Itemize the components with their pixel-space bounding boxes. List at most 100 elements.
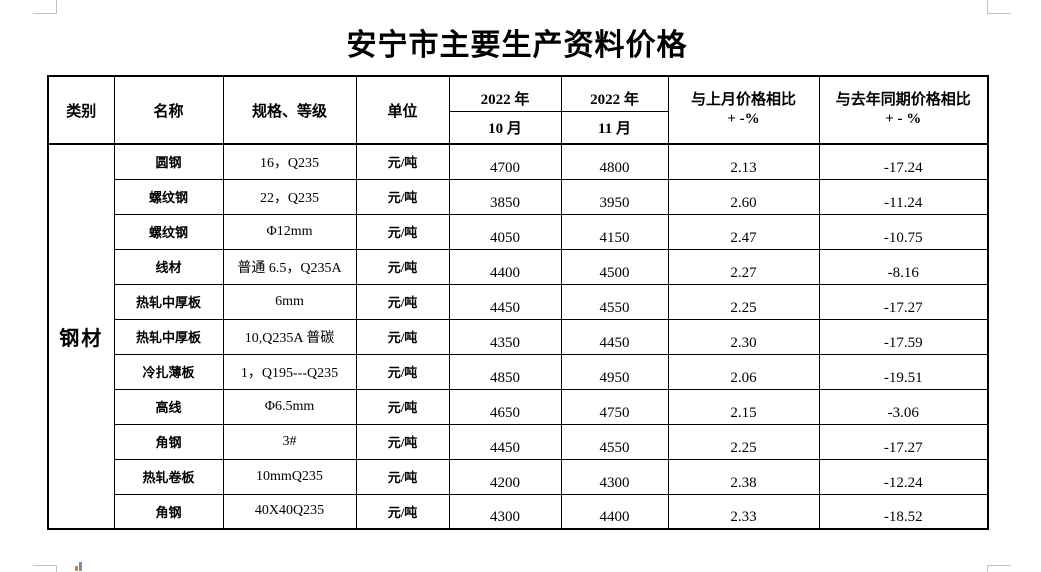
oct-cell: 4200 (448, 458, 562, 495)
table-row: 热轧卷板 10mmQ235 元/吨 4200 4300 2.38 -12.24 (48, 458, 989, 495)
table-row: 热轧中厚板 6mm 元/吨 4450 4550 2.25 -17.27 (48, 283, 989, 320)
header-month-over-month: 与上月价格相比 + -% (667, 75, 820, 145)
partial-bottom-glyph-orange (75, 566, 78, 571)
yoy-cell: -8.16 (818, 248, 989, 285)
name-cell: 圆钢 (113, 143, 224, 180)
name-cell: 螺纹钢 (113, 213, 224, 250)
nov-cell: 4550 (560, 283, 669, 320)
table-row: 螺纹钢 Φ12mm 元/吨 4050 4150 2.47 -10.75 (48, 213, 989, 250)
oct-cell: 4300 (448, 493, 562, 530)
spec-cell: 10,Q235A 普碳 (222, 318, 357, 355)
nov-cell: 4150 (560, 213, 669, 250)
page-title: 安宁市主要生产资料价格 (346, 29, 688, 62)
nov-cell: 3950 (560, 178, 669, 215)
mom-cell: 2.60 (667, 178, 820, 215)
oct-cell: 4450 (448, 283, 562, 320)
header-october-month: 10 月 (448, 110, 562, 145)
oct-cell: 4450 (448, 423, 562, 460)
name-cell: 角钢 (113, 423, 224, 460)
oct-cell: 4050 (448, 213, 562, 250)
spec-cell: 6mm (222, 283, 357, 320)
spec-cell: 40X40Q235 (222, 493, 357, 530)
header-year-over-year: 与去年同期价格相比 + - % (818, 75, 989, 145)
name-cell: 热轧卷板 (113, 458, 224, 495)
oct-cell: 4350 (448, 318, 562, 355)
unit-cell: 元/吨 (355, 388, 450, 425)
mom-cell: 2.15 (667, 388, 820, 425)
table-row: 钢材 圆钢 16，Q235 元/吨 4700 4800 2.13 -17.24 (47, 143, 989, 530)
yoy-cell: -10.75 (818, 213, 989, 250)
spec-cell: 1，Q195---Q235 (222, 353, 357, 390)
yoy-cell: -17.24 (818, 143, 989, 180)
price-table: 类别 名称 规格、等级 单位 2022 年 2022 年 与上月价格相比 + -… (47, 75, 989, 530)
unit-cell: 元/吨 (355, 458, 450, 495)
oct-cell: 4700 (448, 143, 562, 180)
partial-bottom-glyph-blue (79, 562, 82, 571)
header-row-2: 10 月 11 月 (48, 110, 988, 145)
name-cell: 螺纹钢 (113, 178, 224, 215)
header-row-1: 类别 名称 规格、等级 单位 2022 年 2022 年 与上月价格相比 + -… (47, 75, 989, 145)
nov-cell: 4300 (560, 458, 669, 495)
header-year-over-year-label: 与去年同期价格相比 (835, 92, 971, 108)
mom-cell: 2.38 (667, 458, 820, 495)
yoy-cell: -17.27 (818, 423, 989, 460)
oct-cell: 4650 (448, 388, 562, 425)
text-boundary-mark-top-right (987, 0, 1011, 14)
name-cell: 热轧中厚板 (113, 318, 224, 355)
price-table-header: 类别 名称 规格、等级 单位 2022 年 2022 年 与上月价格相比 + -… (47, 75, 989, 145)
nov-cell: 4500 (560, 248, 669, 285)
yoy-cell: -18.52 (818, 493, 989, 530)
nov-cell: 4950 (560, 353, 669, 390)
spec-cell: Φ6.5mm (222, 388, 357, 425)
mom-cell: 2.27 (667, 248, 820, 285)
name-cell: 高线 (113, 388, 224, 425)
mom-cell: 2.13 (667, 143, 820, 180)
header-unit: 单位 (355, 75, 450, 145)
header-november-month: 11 月 (560, 110, 669, 145)
text-boundary-mark-bottom-left (33, 565, 57, 572)
oct-cell: 3850 (448, 178, 562, 215)
name-cell: 角钢 (113, 493, 224, 530)
table-row: 冷扎薄板 1，Q195---Q235 元/吨 4850 4950 2.06 -19.51 (48, 353, 989, 390)
nov-cell: 4550 (560, 423, 669, 460)
nov-cell: 4750 (560, 388, 669, 425)
name-cell: 冷扎薄板 (113, 353, 224, 390)
table-row: 角钢 40X40Q235 元/吨 4300 4400 2.33 -18.52 (48, 493, 989, 530)
nov-cell: 4450 (560, 318, 669, 355)
table-row: 角钢 3# 元/吨 4450 4550 2.25 -17.27 (48, 423, 989, 460)
header-november-year: 2022 年 (560, 75, 669, 112)
unit-cell: 元/吨 (355, 423, 450, 460)
yoy-cell: -3.06 (818, 388, 989, 425)
mom-cell: 2.25 (667, 423, 820, 460)
unit-cell: 元/吨 (355, 248, 450, 285)
header-name: 名称 (113, 75, 224, 145)
oct-cell: 4850 (448, 353, 562, 390)
mom-cell: 2.25 (667, 283, 820, 320)
spec-cell: 16，Q235 (222, 143, 357, 180)
unit-cell: 元/吨 (355, 318, 450, 355)
table-row: 线材 普通 6.5，Q235A 元/吨 4400 4500 2.27 -8.16 (48, 248, 989, 285)
mom-cell: 2.30 (667, 318, 820, 355)
yoy-cell: -17.27 (818, 283, 989, 320)
yoy-cell: -11.24 (818, 178, 989, 215)
unit-cell: 元/吨 (355, 213, 450, 250)
header-category: 类别 (47, 75, 115, 145)
spec-cell: 普通 6.5，Q235A (222, 248, 357, 285)
yoy-cell: -17.59 (818, 318, 989, 355)
mom-cell: 2.47 (667, 213, 820, 250)
text-boundary-mark-top-left (33, 0, 57, 14)
mom-cell: 2.33 (667, 493, 820, 530)
unit-cell: 元/吨 (355, 143, 450, 180)
yoy-cell: -19.51 (818, 353, 989, 390)
unit-cell: 元/吨 (355, 493, 450, 530)
spec-cell: 10mmQ235 (222, 458, 357, 495)
partial-bottom-glyph (75, 562, 83, 571)
category-cell: 钢材 (47, 143, 115, 530)
oct-cell: 4400 (448, 248, 562, 285)
spec-cell: 3# (222, 423, 357, 460)
header-spec: 规格、等级 (222, 75, 357, 145)
table-row: 螺纹钢 22，Q235 元/吨 3850 3950 2.60 -11.24 (48, 178, 989, 215)
unit-cell: 元/吨 (355, 283, 450, 320)
unit-cell: 元/吨 (355, 353, 450, 390)
table-row: 高线 Φ6.5mm 元/吨 4650 4750 2.15 -3.06 (48, 388, 989, 425)
